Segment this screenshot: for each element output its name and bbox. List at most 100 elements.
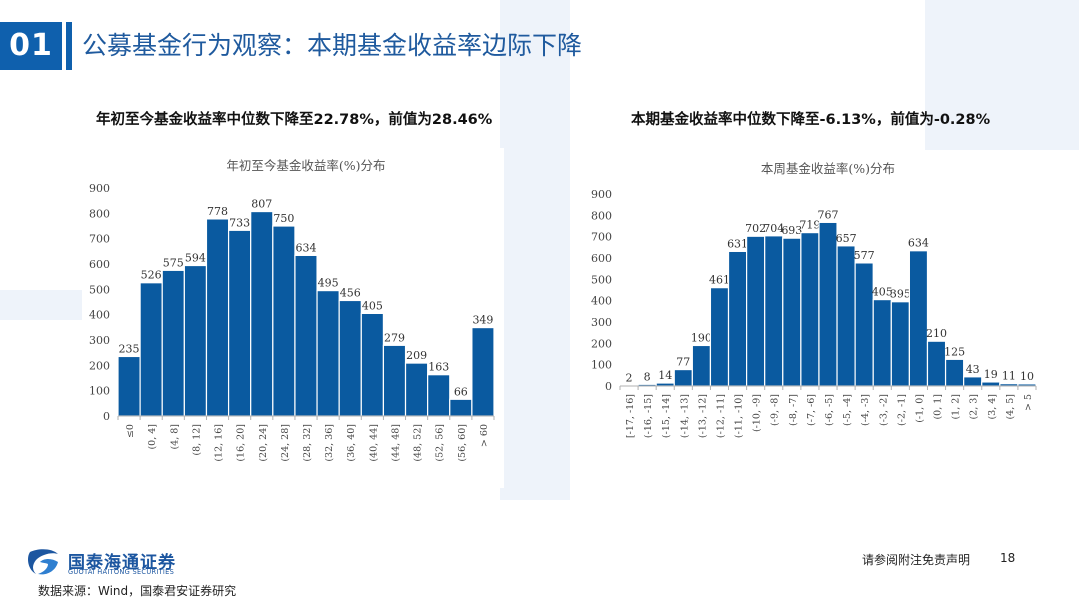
x-tick-label: (3, 4] bbox=[987, 394, 998, 420]
x-tick-label: ≤0 bbox=[125, 424, 136, 438]
data-label: 349 bbox=[472, 314, 493, 327]
x-tick-label: [-17, -16] bbox=[625, 394, 636, 438]
header: 01 公募基金行为观察：本期基金收益率边际下降 bbox=[0, 22, 1079, 70]
logo-text-cn: 国泰海通证券 bbox=[68, 553, 176, 573]
y-tick-label: 900 bbox=[591, 188, 612, 201]
bar bbox=[449, 398, 473, 417]
y-tick-label: 600 bbox=[89, 258, 110, 271]
data-label: 778 bbox=[207, 205, 228, 218]
x-tick-label: (24, 28] bbox=[280, 424, 291, 462]
x-tick-label: (20, 24] bbox=[258, 424, 269, 462]
data-label: 461 bbox=[709, 274, 730, 287]
x-tick-label: (-10, -9] bbox=[752, 394, 763, 432]
x-tick-label: (52, 56] bbox=[435, 424, 446, 462]
y-tick-label: 800 bbox=[591, 209, 612, 222]
bar bbox=[818, 221, 838, 387]
data-label: 631 bbox=[727, 237, 748, 250]
x-tick-label: (32, 36] bbox=[324, 424, 335, 462]
y-tick-label: 800 bbox=[89, 207, 110, 220]
y-tick-label: 500 bbox=[591, 273, 612, 286]
x-tick-label: (-12, -11] bbox=[715, 394, 726, 438]
page-number: 18 bbox=[1000, 551, 1016, 565]
bar bbox=[205, 218, 230, 417]
bar bbox=[746, 235, 766, 387]
section-divider bbox=[66, 22, 72, 70]
x-tick-label: (4, 5] bbox=[1005, 394, 1016, 420]
data-label: 405 bbox=[362, 299, 383, 312]
x-tick-label: (12, 16] bbox=[214, 424, 225, 462]
data-label: 11 bbox=[1002, 370, 1016, 383]
x-tick-label: (-14, -13] bbox=[679, 394, 690, 438]
x-tick-label: (-13, -12] bbox=[697, 394, 708, 438]
y-tick-label: 100 bbox=[591, 359, 612, 372]
bar bbox=[316, 290, 340, 417]
y-tick-label: 400 bbox=[89, 309, 110, 322]
bar bbox=[183, 264, 208, 417]
x-tick-label: (0, 1] bbox=[933, 394, 944, 420]
x-tick-label: (40, 44] bbox=[368, 424, 379, 462]
company-logo: 国泰海通证券 GUOTAI HAITONG SECURITIES bbox=[26, 548, 226, 578]
data-label: 657 bbox=[836, 232, 857, 245]
data-label: 807 bbox=[251, 198, 272, 211]
y-tick-label: 200 bbox=[89, 359, 110, 372]
data-label: 43 bbox=[966, 363, 980, 376]
bar bbox=[872, 299, 892, 387]
x-tick-label: (-2, -1] bbox=[896, 394, 907, 426]
data-source-note: 数据来源：Wind，国泰君安证券研究 bbox=[38, 584, 237, 598]
right-chart-subtitle: 本期基金收益率中位数下降至-6.13%，前值为-0.28% bbox=[631, 112, 991, 128]
disclaimer-link[interactable]: 请参阅附注免责声明 bbox=[862, 553, 971, 567]
ytd-return-chart: 年初至今基金收益率(%)分布 0 100 200 300 400 500 600 700 800 9… bbox=[82, 148, 504, 488]
x-tick-label: (-1, 0] bbox=[914, 394, 925, 423]
x-tick-label: (4, 8] bbox=[169, 424, 180, 450]
x-tick-label: (16, 20] bbox=[236, 424, 247, 462]
data-label: 395 bbox=[890, 288, 911, 301]
x-tick-label: (-8, -7] bbox=[788, 394, 799, 426]
y-tick-label: 0 bbox=[103, 410, 110, 423]
data-label: 66 bbox=[454, 385, 468, 398]
bar bbox=[709, 287, 730, 387]
y-tick-label: 600 bbox=[591, 252, 612, 265]
y-tick-label: 700 bbox=[591, 231, 612, 244]
bar bbox=[782, 237, 802, 387]
bar bbox=[854, 262, 874, 387]
data-label: 702 bbox=[745, 222, 766, 235]
data-label: 19 bbox=[984, 368, 998, 381]
bar bbox=[161, 269, 185, 417]
x-tick-label: (8, 12] bbox=[191, 424, 202, 456]
chart-title: 年初至今基金收益率(%)分布 bbox=[226, 158, 385, 173]
data-label: 77 bbox=[676, 356, 690, 369]
x-tick-label: (-7, -6] bbox=[806, 394, 817, 426]
y-tick-label: 500 bbox=[89, 283, 110, 296]
bar bbox=[727, 250, 748, 387]
bar bbox=[272, 225, 296, 417]
data-label: 577 bbox=[854, 249, 875, 262]
x-tick-label: (28, 32] bbox=[302, 424, 313, 462]
x-tick-label: > 60 bbox=[479, 424, 490, 447]
data-label: 634 bbox=[908, 237, 929, 250]
weekly-return-chart-svg: 本周基金收益率(%)分布 0 100 200 300 400 500 600 700 800 900… bbox=[591, 161, 1037, 438]
y-tick-label: 200 bbox=[591, 337, 612, 350]
x-tick-label: (-16, -15] bbox=[643, 394, 654, 438]
data-label: 693 bbox=[781, 224, 802, 237]
bar bbox=[427, 374, 451, 417]
data-label: 750 bbox=[273, 212, 294, 225]
bar bbox=[691, 344, 712, 387]
y-tick-label: 900 bbox=[89, 182, 110, 195]
bar bbox=[926, 340, 947, 387]
x-tick-label: (-3, -2] bbox=[878, 394, 889, 426]
x-tick-label: (-5, -4] bbox=[842, 394, 853, 426]
data-label: 575 bbox=[163, 256, 184, 269]
data-label: 10 bbox=[1020, 370, 1034, 383]
x-tick-label: (44, 48] bbox=[390, 424, 401, 462]
x-tick-label: (36, 40] bbox=[346, 424, 357, 462]
bar bbox=[294, 254, 318, 417]
data-label: 456 bbox=[340, 286, 361, 299]
weekly-return-chart: 本周基金收益率(%)分布 0 100 200 300 400 500 600 700 800 900… bbox=[578, 153, 1040, 488]
x-tick-label: (-6, -5] bbox=[824, 394, 835, 426]
data-label: 634 bbox=[296, 241, 317, 254]
x-tick-label: (56, 60] bbox=[457, 424, 468, 462]
data-label: 8 bbox=[644, 370, 651, 383]
x-tick-label: (1, 2] bbox=[951, 394, 962, 420]
bar bbox=[139, 282, 163, 417]
bar bbox=[338, 299, 362, 417]
